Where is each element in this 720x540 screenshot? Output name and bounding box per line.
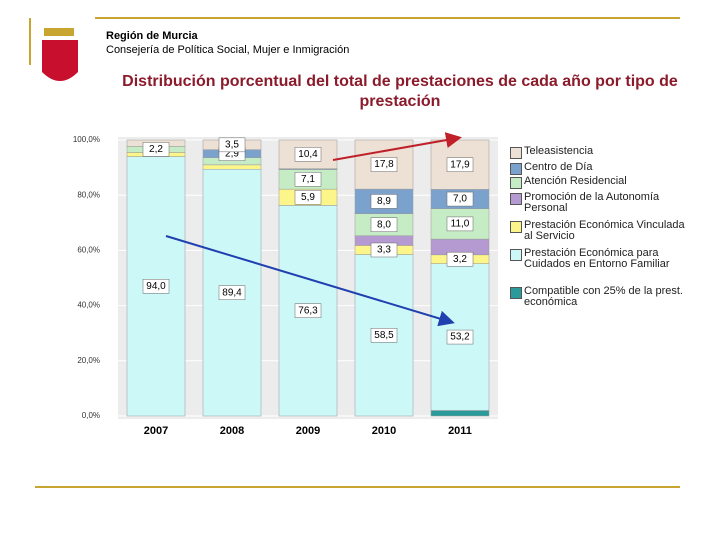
legend-label: Atención Residencial (524, 175, 627, 187)
logo (42, 28, 78, 81)
dept: Consejería de Política Social, Mujer e I… (106, 44, 349, 56)
label-box (446, 216, 474, 232)
label-box (218, 137, 246, 153)
legend-swatch (510, 147, 522, 159)
y-tick-label: 40,0% (77, 301, 100, 310)
data-label: 3,5 (225, 139, 239, 150)
y-tick-label: 100,0% (73, 135, 100, 144)
data-label: 89,4 (222, 287, 242, 298)
x-tick-label: 2008 (220, 425, 244, 437)
legend-label: Promoción de la Autonomía Personal (524, 191, 660, 214)
x-tick-label: 2010 (372, 425, 396, 437)
data-label: 7,1 (301, 174, 315, 185)
label-box (446, 329, 474, 345)
data-label: 11,0 (451, 219, 470, 230)
label-box (294, 190, 322, 205)
data-label: 8,0 (377, 219, 391, 230)
data-label: 8,9 (377, 196, 391, 207)
data-label: 53,2 (450, 332, 470, 343)
label-box (370, 328, 398, 343)
label-box (370, 194, 398, 209)
legend-label: Compatible con 25% de la prest. económic… (524, 285, 683, 308)
legend-swatch (510, 163, 522, 175)
legend-label: Teleasistencia (524, 145, 594, 157)
bar-segment (430, 410, 490, 417)
legend-swatch (510, 221, 522, 233)
data-label: 94,0 (146, 281, 166, 292)
legend-label: Prestación Económica Vinculada al Servic… (524, 219, 685, 242)
data-label: 76,3 (298, 305, 318, 316)
label-box (294, 147, 322, 162)
legend-swatch (510, 287, 522, 299)
y-tick-label: 60,0% (77, 246, 100, 255)
label-box (446, 157, 474, 172)
legend-swatch (510, 177, 522, 189)
label-box (294, 172, 322, 187)
data-label: 10,4 (298, 149, 318, 160)
y-tick-label: 80,0% (77, 190, 100, 199)
legend-swatch (510, 193, 522, 205)
y-tick-label: 20,0% (77, 356, 100, 365)
x-tick-label: 2011 (448, 425, 472, 437)
x-tick-label: 2007 (144, 425, 168, 437)
x-tick-label: 2009 (296, 425, 320, 437)
label-box (446, 191, 474, 207)
chart-title: Distribución porcentual del total de pre… (122, 73, 678, 110)
data-label: 2,2 (149, 144, 163, 155)
data-label: 17,9 (450, 159, 470, 170)
label-box (370, 217, 398, 232)
data-label: 3,3 (377, 245, 391, 256)
legend-label: Prestación Económica para Cuidados en En… (524, 247, 670, 270)
data-label: 2,9 (225, 148, 239, 159)
legend-label: Centro de Día (524, 161, 593, 173)
data-label: 3,2 (453, 254, 467, 265)
label-box (142, 142, 170, 157)
data-label: 7,0 (453, 194, 467, 205)
data-label: 5,9 (301, 192, 315, 203)
data-label: 17,8 (374, 159, 394, 170)
org: Región de Murcia (106, 30, 199, 42)
y-tick-label: 0,0% (82, 411, 100, 420)
legend-swatch (510, 249, 522, 261)
bar-segment (202, 164, 262, 170)
data-label: 58,5 (374, 330, 394, 341)
